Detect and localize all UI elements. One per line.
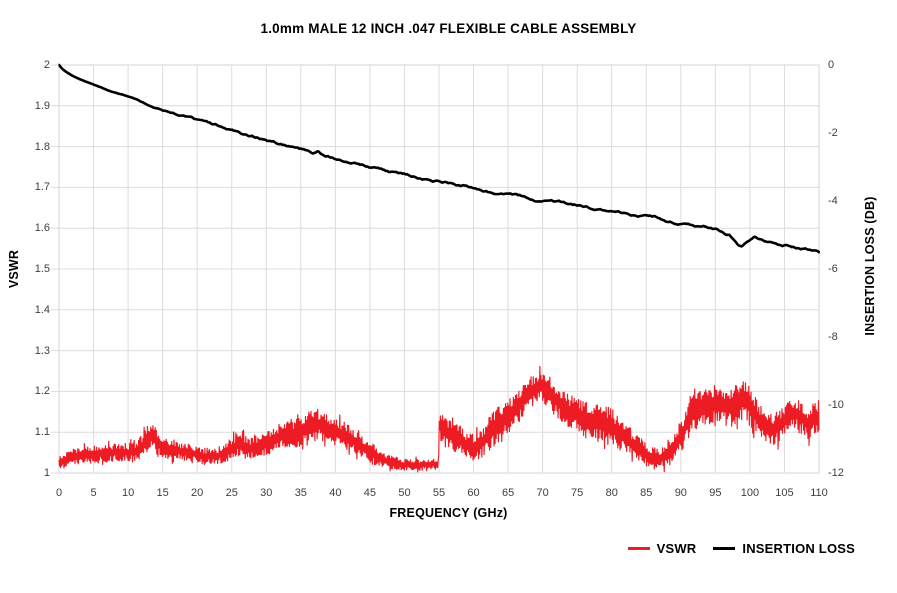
x-tick-label: 65 [501,487,515,499]
x-tick-label: 20 [191,487,204,499]
y-right-tick-label: -6 [828,263,838,275]
x-tick-label: 5 [90,487,97,499]
x-axis-label: FREQUENCY (GHz) [389,506,508,520]
y-left-tick-label: 1.6 [34,222,50,235]
x-tick-label: 70 [536,487,549,499]
y-right-tick-label: -8 [828,331,838,343]
y-right-tick-label: -4 [828,195,838,207]
legend-insertion-loss-label: INSERTION LOSS [742,541,855,556]
x-tick-label: 35 [294,487,307,499]
y-right-tick-label: -10 [828,399,844,411]
x-tick-label: 75 [571,487,584,499]
y-right-tick-label: -2 [828,127,838,139]
legend: VSWR INSERTION LOSS [627,541,855,556]
legend-item-insertion-loss: INSERTION LOSS [713,541,855,556]
x-tick-label: 110 [810,487,828,499]
x-tick-label: 50 [398,487,411,499]
insertion-loss-trace [58,63,820,254]
x-tick-label: 60 [467,487,480,499]
x-tick-label: 100 [740,487,760,499]
legend-item-vswr: VSWR [627,541,697,556]
x-tick-label: 90 [674,487,687,499]
x-tick-label: 30 [260,487,273,499]
y-left-tick-label: 1.7 [34,181,50,194]
insertion-loss-line-swatch-icon [713,547,736,550]
x-tick-label: 105 [775,487,794,499]
y-left-tick-label: 1.3 [34,344,50,357]
y-left-tick-label: 1.8 [34,140,50,153]
vswr-trace [58,366,820,473]
x-tick-label: 45 [363,487,377,499]
vswr-line-swatch-icon [627,547,650,550]
x-tick-label: 10 [121,487,135,499]
y-left-tick-label: 1.5 [34,263,50,275]
plot-border [58,64,820,474]
y-right-tick-label: -12 [828,467,844,479]
x-tick-label: 25 [225,487,238,499]
chart-title: 1.0mm MALE 12 INCH .047 FLEXIBLE CABLE A… [260,21,637,36]
x-tick-label: 85 [640,487,653,499]
x-tick-label: 15 [156,487,169,499]
y-left-tick-label: 1.9 [34,99,50,112]
y-left-tick-label: 2 [43,59,50,71]
legend-vswr-label: VSWR [656,541,697,556]
x-tick-label: 0 [55,487,63,499]
y-right-tick-label: 0 [828,59,835,71]
y-left-tick-label: 1.4 [34,303,50,316]
x-tick-label: 40 [329,487,342,499]
x-tick-label: 55 [432,487,446,499]
y-left-tick-label: 1.2 [34,385,50,398]
x-tick-label: 95 [709,487,722,499]
x-tick-label: 80 [605,487,618,499]
y-left-tick-label: 1.1 [34,426,50,439]
y-left-tick-label: 1 [43,467,50,479]
